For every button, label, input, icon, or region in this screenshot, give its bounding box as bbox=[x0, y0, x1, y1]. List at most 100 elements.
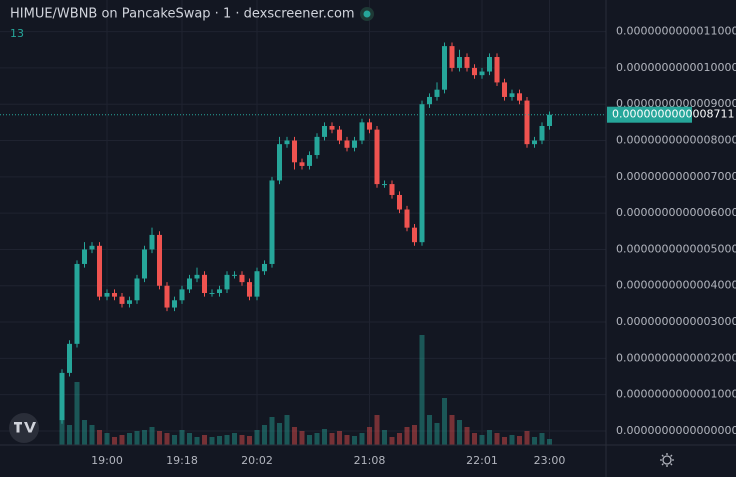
volume-bar bbox=[277, 423, 282, 445]
volume-bar bbox=[164, 433, 170, 445]
volume-bar bbox=[427, 415, 432, 445]
candle-body bbox=[322, 125, 327, 137]
volume-bar bbox=[374, 415, 380, 445]
y-tick-label: 0.0000000000008000 bbox=[616, 134, 736, 147]
volume-bar bbox=[472, 433, 477, 445]
candle-body bbox=[262, 263, 267, 272]
last-price-box bbox=[607, 106, 692, 123]
candle-body bbox=[142, 249, 147, 279]
candle-body bbox=[389, 184, 395, 195]
volume-bar bbox=[209, 437, 215, 445]
candle-body bbox=[269, 180, 275, 264]
candle-body bbox=[329, 125, 335, 130]
volume-bar bbox=[487, 430, 492, 445]
volume-bar bbox=[269, 417, 275, 445]
volume-bar bbox=[149, 427, 155, 445]
status-dot bbox=[363, 10, 371, 18]
volume-bar bbox=[217, 436, 222, 445]
candle-body bbox=[82, 249, 87, 264]
annotation: 13 bbox=[10, 27, 24, 40]
y-tick-label: 0.0000000000003000 bbox=[616, 315, 736, 328]
y-tick-label: 0.0000000000004000 bbox=[616, 279, 736, 292]
volume-bar bbox=[157, 431, 162, 445]
volume-bar bbox=[254, 430, 260, 445]
chart-title: HIMUE/WBNB on PancakeSwap · 1 · dexscree… bbox=[10, 7, 355, 22]
volume-bar bbox=[104, 433, 110, 445]
volume-bar bbox=[509, 435, 515, 445]
volume-bar bbox=[457, 420, 462, 445]
volume-bar bbox=[532, 437, 537, 445]
volume-bar bbox=[359, 433, 365, 445]
candle-body bbox=[382, 184, 387, 186]
candle-body bbox=[539, 125, 545, 141]
volume-bar bbox=[397, 433, 402, 445]
candle-body bbox=[337, 129, 342, 141]
volume-bar bbox=[434, 423, 440, 445]
candle-body bbox=[344, 140, 350, 148]
candle-body bbox=[367, 122, 372, 130]
volume-bar bbox=[247, 436, 252, 445]
y-tick-label: 0.0000000000010000 bbox=[616, 61, 736, 74]
y-tick-label: 0.0000000000007000 bbox=[616, 170, 736, 183]
candle-body bbox=[397, 194, 402, 210]
candle-body bbox=[427, 96, 432, 105]
volume-bar bbox=[464, 427, 470, 445]
volume-bar bbox=[344, 435, 350, 445]
volume-bar bbox=[502, 437, 507, 445]
candle-body bbox=[412, 227, 417, 243]
volume-bar bbox=[292, 427, 297, 445]
y-tick-label: 0.0000000000005000 bbox=[616, 242, 736, 255]
candle-body bbox=[547, 114, 552, 126]
volume-bar bbox=[202, 435, 207, 445]
volume-bar bbox=[112, 437, 117, 445]
volume-bar bbox=[172, 435, 177, 445]
candle-body bbox=[157, 234, 162, 286]
candle-body bbox=[494, 57, 500, 83]
volume-bar bbox=[382, 430, 387, 445]
candle-body bbox=[247, 282, 252, 297]
candle-body bbox=[434, 89, 440, 97]
volume-bar bbox=[337, 431, 342, 445]
candle-body bbox=[209, 293, 215, 295]
volume-bar bbox=[494, 433, 500, 445]
volume-bar bbox=[67, 425, 72, 445]
candle-body bbox=[479, 71, 485, 76]
candle-body bbox=[487, 57, 492, 72]
logo bbox=[9, 413, 39, 443]
volume-bar bbox=[524, 431, 530, 445]
volume-bar bbox=[389, 437, 395, 445]
volume-bar bbox=[419, 335, 425, 445]
candle-layer bbox=[59, 42, 552, 424]
candle-body bbox=[179, 289, 185, 301]
volume-bar bbox=[262, 425, 267, 445]
candle-body bbox=[127, 300, 132, 304]
candle-body bbox=[217, 289, 222, 294]
candle-body bbox=[172, 300, 177, 308]
candle-body bbox=[202, 274, 207, 294]
candle-body bbox=[532, 140, 537, 145]
volume-bar bbox=[479, 435, 485, 445]
candle-body bbox=[224, 274, 230, 290]
volume-bar bbox=[179, 430, 185, 445]
y-tick-label: 0.0000000000002000 bbox=[616, 351, 736, 364]
candle-body bbox=[307, 155, 312, 166]
candle-body bbox=[134, 278, 140, 301]
x-tick-label: 21:08 bbox=[354, 454, 386, 467]
volume-bar bbox=[322, 429, 327, 445]
volume-bar bbox=[517, 436, 522, 445]
x-tick-label: 19:00 bbox=[91, 454, 123, 467]
candle-body bbox=[314, 136, 320, 156]
volume-bar bbox=[127, 433, 132, 445]
volume-bar bbox=[547, 439, 552, 445]
volume-bar bbox=[59, 410, 65, 445]
y-tick-label: 0.0000000000001000 bbox=[616, 388, 736, 401]
volume-bar bbox=[299, 431, 305, 445]
volume-bar bbox=[194, 437, 200, 445]
volume-bar bbox=[367, 427, 372, 445]
volume-bar bbox=[119, 435, 125, 445]
volume-bar bbox=[224, 435, 230, 445]
x-tick-label: 22:01 bbox=[466, 454, 498, 467]
candle-body bbox=[457, 57, 462, 68]
settings-icon[interactable] bbox=[660, 453, 674, 467]
